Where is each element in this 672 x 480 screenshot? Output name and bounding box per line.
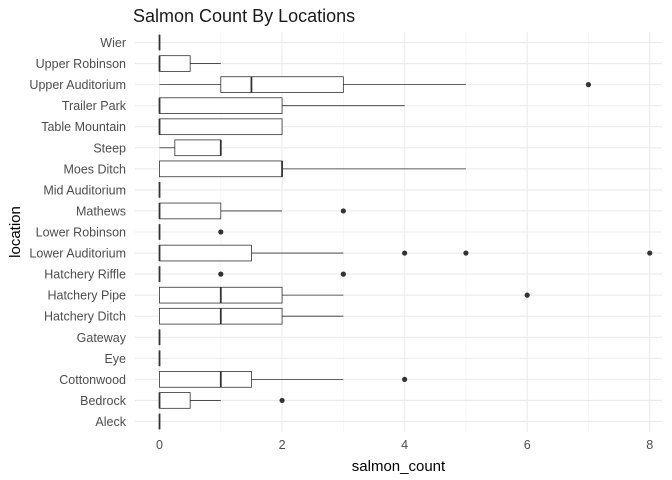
box — [159, 55, 191, 72]
outlier-point — [585, 82, 592, 88]
y-tick-label: Cottonwood — [59, 373, 126, 387]
box — [159, 244, 252, 262]
y-tick-label: Gateway — [77, 331, 127, 345]
box — [159, 392, 191, 409]
box — [159, 202, 222, 220]
y-tick-label: Hatchery Ditch — [44, 310, 126, 324]
x-tick-label: 4 — [401, 438, 408, 452]
outlier-point — [402, 250, 408, 256]
y-tick-label: Hatchery Riffle — [44, 268, 126, 282]
box — [159, 97, 283, 114]
outlier-point — [463, 250, 469, 256]
y-tick-label: Mid Auditorium — [43, 183, 126, 197]
box — [174, 139, 222, 157]
outlier-point — [340, 271, 346, 277]
y-tick-label: Lower Robinson — [36, 226, 126, 240]
y-tick-label: Trailer Park — [62, 99, 127, 113]
y-tick-label: Lower Auditorium — [29, 247, 126, 261]
x-tick-label: 6 — [524, 438, 531, 452]
x-tick-label: 2 — [279, 438, 286, 452]
y-tick-label: Upper Auditorium — [29, 78, 126, 92]
y-tick-label: Mathews — [76, 204, 126, 218]
x-tick-label: 0 — [156, 438, 163, 452]
box — [159, 118, 283, 136]
y-axis-title: location — [7, 206, 24, 258]
box — [159, 371, 252, 388]
y-tick-label: Aleck — [95, 415, 126, 429]
x-axis-title: salmon_count — [352, 458, 446, 475]
y-tick-label: Hatchery Pipe — [47, 289, 126, 303]
y-tick-label: Steep — [93, 141, 126, 155]
y-tick-label: Moes Ditch — [63, 162, 126, 176]
box — [220, 76, 344, 93]
outlier-point — [340, 208, 346, 214]
x-tick-label: 8 — [646, 438, 653, 452]
outlier-point — [218, 271, 224, 277]
y-tick-label: Eye — [104, 352, 126, 366]
outlier-point — [524, 292, 530, 298]
box — [159, 160, 283, 178]
y-tick-label: Upper Robinson — [36, 57, 126, 71]
outlier-point — [647, 250, 653, 256]
chart-title: Salmon Count By Locations — [133, 6, 356, 26]
outlier-point — [218, 229, 224, 235]
y-tick-label: Bedrock — [80, 394, 127, 408]
y-tick-label: Wier — [100, 36, 126, 50]
y-tick-label: Table Mountain — [41, 120, 126, 134]
outlier-point — [402, 376, 408, 382]
outlier-point — [279, 397, 285, 404]
